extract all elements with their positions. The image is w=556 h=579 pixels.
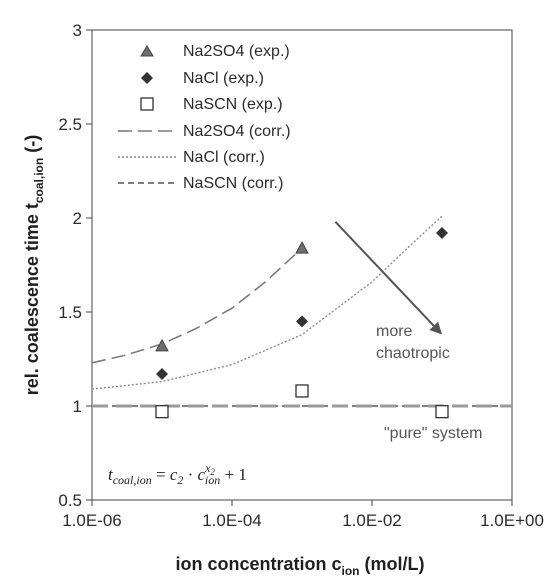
point-nacl-exp- — [156, 368, 168, 381]
y-tick-label: 3 — [73, 21, 82, 40]
correlation-formula: tcoal,ion = c2 · cx2 ion + 1 — [108, 461, 247, 487]
legend-diamond-marker — [141, 72, 153, 84]
legend-label-nacl-corr: NaCl (corr.) — [183, 149, 265, 166]
legend-triangle-marker — [140, 45, 154, 57]
legend-item-nacl-exp: NaCl (exp.) — [141, 70, 264, 87]
legend-label-na2so4-corr: Na2SO4 (corr.) — [183, 123, 291, 140]
plot-frame — [91, 29, 513, 501]
y-tick-label: 2 — [73, 209, 82, 228]
x-axis-title-main: ion concentration c — [175, 554, 341, 574]
point-nascn-exp- — [155, 404, 169, 419]
x-tick-label: 1.0E-04 — [202, 511, 262, 530]
legend-label-na2so4-exp: Na2SO4 (exp.) — [183, 43, 290, 60]
y-tick-label: 2.5 — [58, 115, 82, 134]
x-axis-title-unit: (mol/L) — [365, 554, 425, 574]
x-tick-label: 1.0E-06 — [62, 511, 122, 530]
series-line-nacl-corr- — [91, 215, 443, 390]
x-axis-title: ion concentration cion (mol/L) — [175, 554, 424, 578]
legend-item-na2so4-corr: Na2SO4 (corr.) — [118, 123, 291, 140]
x-tick-label: 1.0E-02 — [342, 511, 402, 530]
y-tick-label: 1.5 — [58, 303, 82, 322]
legend: Na2SO4 (exp.) NaCl (exp.) NaSCN (exp.) N… — [118, 43, 291, 192]
y-axis-title: rel. coalescence time tcoal,ion (-) — [22, 135, 46, 395]
legend-square-marker — [140, 97, 154, 111]
more-chaotropic-arrowhead — [429, 321, 442, 335]
y-tick-label: 1 — [73, 397, 82, 416]
legend-item-na2so4-exp: Na2SO4 (exp.) — [140, 43, 290, 60]
x-tick-label: 1.0E+00 — [480, 511, 544, 530]
y-axis-title-sub: coal,ion — [32, 158, 46, 203]
point-nascn-exp- — [295, 384, 309, 398]
series-line-na2so4-corr- — [91, 247, 303, 364]
annotation-chaotropic: chaotropic — [376, 345, 450, 362]
legend-label-nascn-exp: NaSCN (exp.) — [183, 96, 283, 113]
point-na2so4-exp- — [155, 338, 169, 352]
annotation-more: more — [376, 323, 413, 340]
legend-label-nascn-corr: NaSCN (corr.) — [183, 175, 283, 192]
point-nacl-exp- — [296, 315, 308, 328]
point-nacl-exp- — [436, 227, 448, 240]
legend-item-nascn-corr: NaSCN (corr.) — [118, 175, 283, 192]
point-na2so4-exp- — [295, 241, 309, 254]
x-axis-title-sub: ion — [342, 564, 360, 578]
legend-label-nacl-exp: NaCl (exp.) — [183, 70, 264, 87]
legend-item-nacl-corr: NaCl (corr.) — [118, 149, 265, 166]
legend-item-nascn-exp: NaSCN (exp.) — [140, 96, 283, 113]
point-nascn-exp- — [435, 404, 449, 419]
y-axis-title-main: rel. coalescence time t — [22, 203, 42, 395]
data-points — [155, 227, 449, 419]
more-chaotropic-arrow — [334, 221, 435, 327]
y-tick-label: 0.5 — [58, 491, 82, 510]
x-axis-ticks: 1.0E-06 1.0E-04 1.0E-02 1.0E+00 — [62, 500, 544, 530]
y-axis-title-unit: (-) — [22, 135, 42, 153]
annotation-pure-system: "pure" system — [384, 425, 483, 442]
y-axis-ticks: 0.5 1 1.5 2 2.5 3 — [58, 21, 92, 510]
